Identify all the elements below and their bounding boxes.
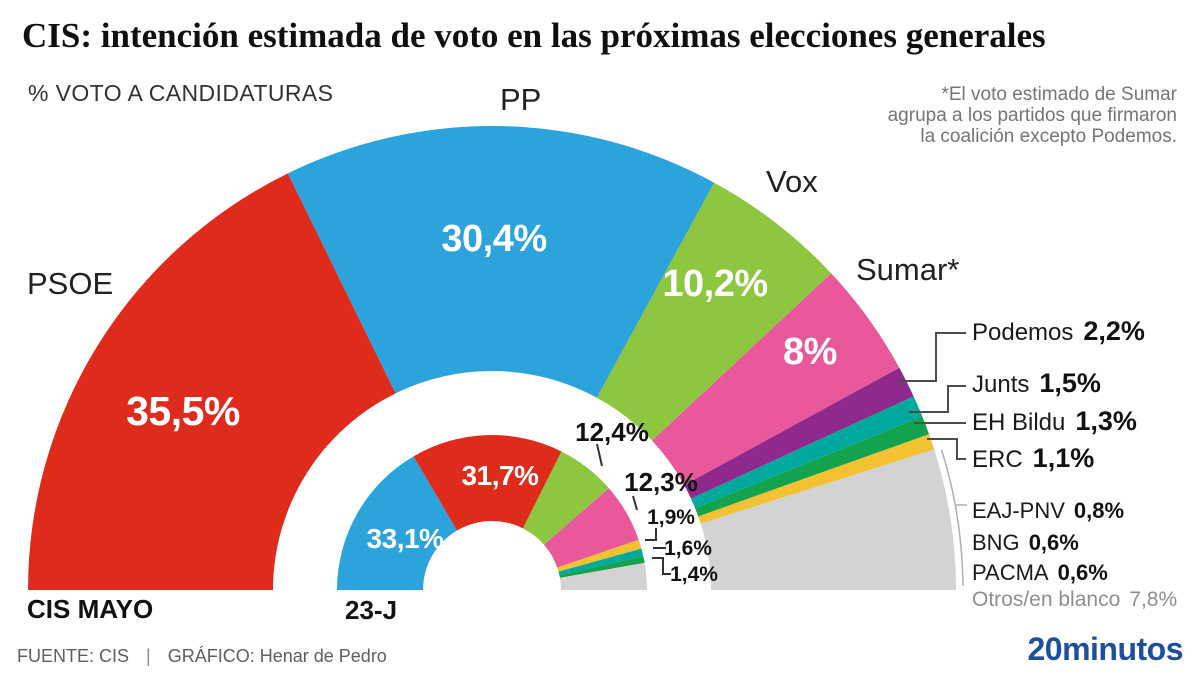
- segment-23j-psoe: [413, 434, 562, 531]
- legend-item-ehbildu: EH Bildu 1,3%: [972, 406, 1137, 437]
- segment-23j-vox: [522, 451, 609, 545]
- legend-label: BNG: [972, 530, 1020, 555]
- connector-erc: [927, 438, 966, 460]
- legend-label: Junts: [972, 371, 1030, 398]
- arc-label-psoe: PSOE: [27, 266, 114, 301]
- connector-ehbildu-23j: [652, 557, 671, 575]
- segment-23j-eh-bildu: [559, 556, 645, 578]
- legend-label: EAJ-PNV: [972, 498, 1065, 523]
- segment-cis-mayo-pacma: [703, 468, 943, 537]
- value-sumar-outer: 8%: [783, 331, 837, 373]
- legend-label: Podemos: [972, 319, 1074, 346]
- segment-cis-mayo-eh-bildu: [695, 416, 930, 517]
- value-pp-outer: 30,4%: [441, 218, 547, 260]
- footnote-line: agrupa a los partidos que firmaron: [887, 105, 1177, 126]
- segment-cis-mayo-erc: [698, 434, 935, 524]
- ring-label-cis-mayo: CIS MAYO: [27, 594, 154, 624]
- legend-value: 2,2%: [1083, 316, 1145, 346]
- connector-junts: [909, 385, 966, 413]
- logo: 20minutos: [1027, 631, 1183, 667]
- segment-cis-mayo-vox: [596, 182, 832, 441]
- arc-label-sumar: Sumar*: [856, 252, 960, 287]
- value-pp-inner: 33,1%: [366, 523, 444, 554]
- bracket-arc: [940, 449, 964, 587]
- segment-cis-mayo-podemos: [684, 367, 914, 499]
- value-psoe-outer: 35,5%: [126, 388, 240, 434]
- grey-block-bracket: [940, 449, 967, 587]
- callout-junts-23j: 1,6%: [664, 537, 712, 560]
- segment-23j-sumar: [544, 488, 639, 568]
- inner-ring-connectors: [596, 443, 671, 575]
- legend-item-erc: ERC 1,1%: [972, 443, 1094, 474]
- value-psoe-inner: 31,7%: [461, 460, 539, 491]
- footer-credits: FUENTE: CIS | GRÁFICO: Henar de Pedro: [17, 646, 387, 667]
- segment-cis-mayo-psoe: [28, 173, 396, 590]
- segment-cis-mayo-bng: [702, 460, 940, 533]
- legend-value: 1,1%: [1032, 443, 1095, 473]
- segment-cis-mayo-junts: [691, 396, 923, 509]
- legend-connectors: [899, 332, 966, 460]
- chart-subtitle: % VOTO A CANDIDATURAS: [28, 80, 334, 106]
- arc-label-vox: Vox: [766, 164, 818, 199]
- legend-item-podemos: Podemos 2,2%: [972, 316, 1145, 347]
- legend-value: 0,6%: [1028, 530, 1079, 555]
- segment-cis-mayo-sumar-: [652, 273, 900, 486]
- ring-segments: [28, 126, 956, 590]
- connector-vox-23j: [596, 443, 603, 467]
- connector-sumar-23j: [632, 495, 638, 511]
- legend-value: 0,8%: [1073, 498, 1125, 523]
- callout-sumar-23j: 12,3%: [624, 467, 698, 497]
- ring-label-23j: 23-J: [345, 595, 398, 625]
- legend-value: 0,6%: [1057, 560, 1108, 585]
- callout-erc-23j: 1,9%: [647, 506, 695, 529]
- legend-value: 1,3%: [1075, 406, 1137, 436]
- segment-cis-mayo-otros-en-blanco: [704, 477, 956, 590]
- legend-item-otros: Otros/en blanco 7,8%: [972, 588, 1177, 612]
- callout-vox-23j: 12,4%: [575, 417, 649, 447]
- segment-23j-erc: [557, 539, 642, 572]
- footnote-line: la coalición excepto Podemos.: [920, 126, 1177, 147]
- segment-23j-otros: [559, 562, 647, 590]
- legend-item-bng: BNG 0,6%: [972, 530, 1079, 556]
- segment-23j-junts: [558, 548, 644, 575]
- credit-text: GRÁFICO: Henar de Pedro: [167, 646, 387, 666]
- callout-ehbildu-23j: 1,4%: [670, 563, 718, 586]
- connector-podemos: [899, 332, 966, 382]
- footer-divider: |: [146, 646, 151, 666]
- legend-value: 7,8%: [1129, 588, 1178, 611]
- connector-erc-23j: [645, 528, 657, 541]
- arc-label-pp: PP: [500, 82, 542, 117]
- source-text: FUENTE: CIS: [17, 646, 130, 666]
- legend-label: ERC: [972, 446, 1023, 473]
- value-vox-outer: 10,2%: [662, 263, 768, 305]
- segment-cis-mayo-pp: [287, 126, 715, 398]
- segment-23j-pp: [337, 456, 458, 590]
- footnote-sumar: *El voto estimado de Sumar agrupa a los …: [888, 84, 1177, 147]
- segment-cis-mayo-eaj-pnv: [700, 449, 938, 529]
- legend-label: EH Bildu: [972, 409, 1066, 436]
- footnote-line: *El voto estimado de Sumar: [941, 84, 1177, 105]
- page-title: CIS: intención estimada de voto en las p…: [22, 16, 1046, 55]
- legend-item-pacma: PACMA 0,6%: [972, 560, 1108, 586]
- legend-item-junts: Junts 1,5%: [972, 368, 1101, 399]
- legend-label: Otros/en blanco: [972, 588, 1121, 611]
- legend-value: 1,5%: [1039, 368, 1101, 398]
- legend-item-eajpnv: EAJ-PNV 0,8%: [972, 498, 1124, 524]
- legend-label: PACMA: [972, 560, 1049, 585]
